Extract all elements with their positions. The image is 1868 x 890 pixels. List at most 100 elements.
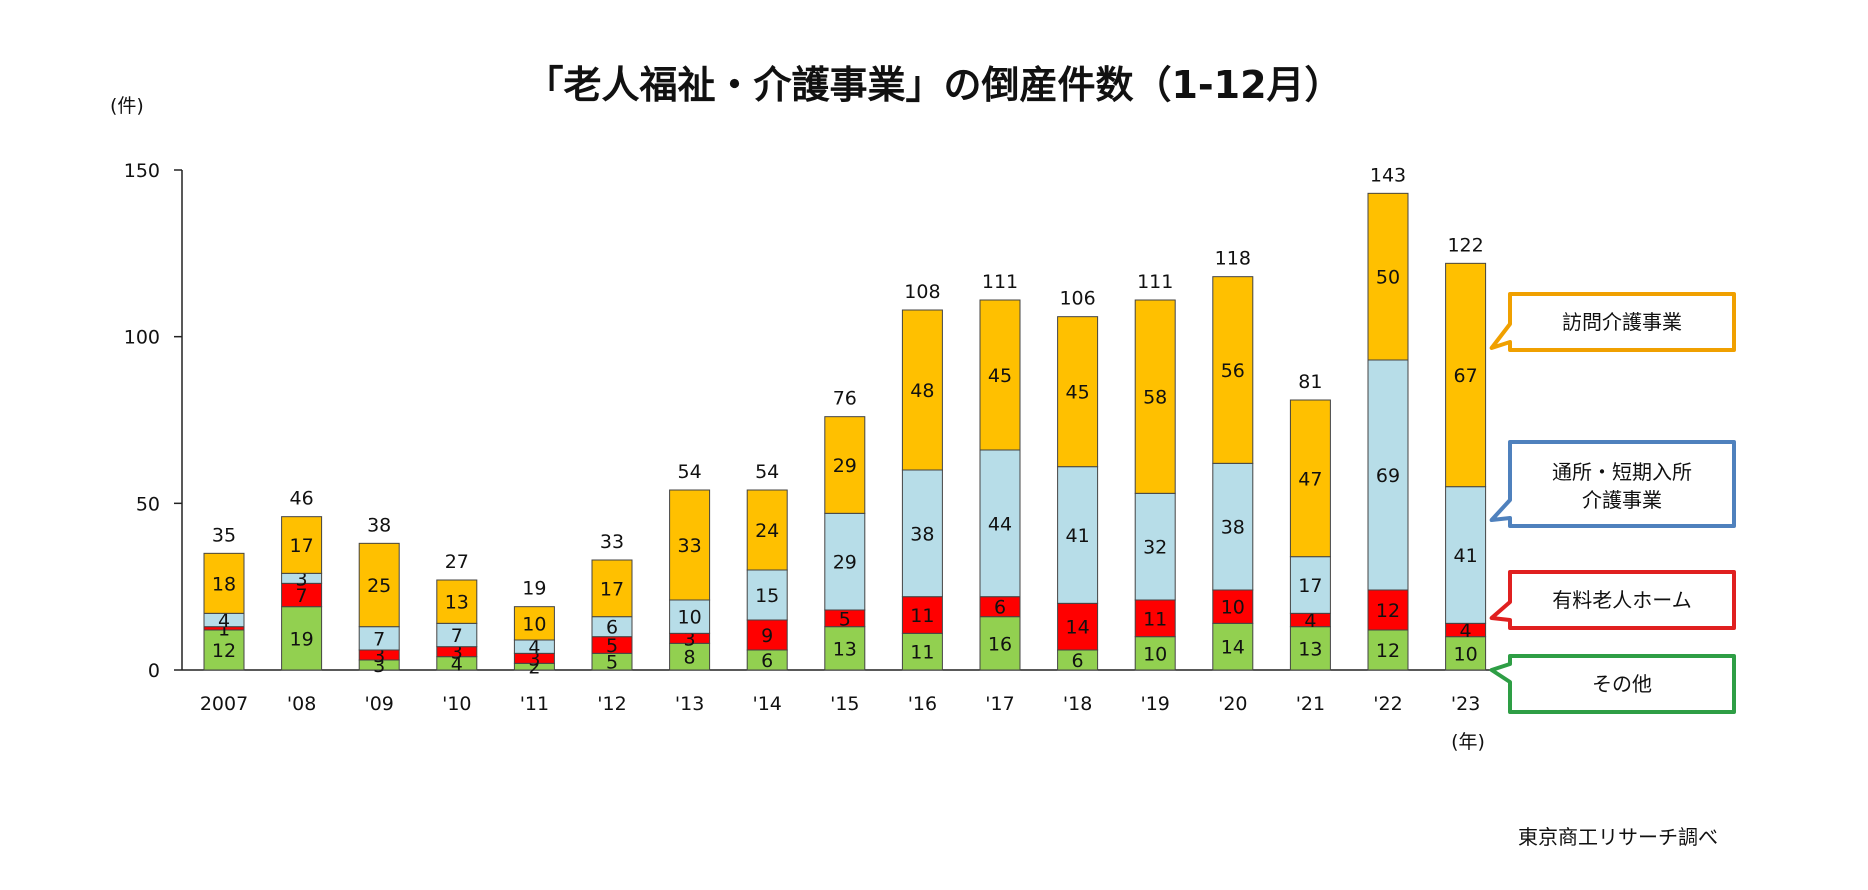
bar-segment xyxy=(1367,629,1409,671)
data-label: 44 xyxy=(988,513,1012,535)
data-label: 15 xyxy=(755,585,779,607)
bar-group: 6 14 41 45 106 '18 xyxy=(1057,288,1099,715)
bar-segment xyxy=(513,606,555,641)
chart-title: 「老人福祉・介護事業」の倒産件数（1-12月） xyxy=(525,63,1342,107)
bar-segment xyxy=(1212,622,1254,671)
data-label: 17 xyxy=(600,578,624,600)
bar-group: 14 10 38 56 118 '20 xyxy=(1212,248,1254,715)
bar-segment xyxy=(746,489,788,571)
x-tick-label: '13 xyxy=(675,693,704,715)
data-label: 13 xyxy=(1298,638,1322,660)
x-tick-label: '10 xyxy=(442,693,471,715)
data-label: 7 xyxy=(373,628,385,650)
bar-segment xyxy=(1289,626,1331,671)
x-tick-label: '19 xyxy=(1140,693,1169,715)
data-label: 5 xyxy=(606,652,618,674)
bar-segment xyxy=(1367,359,1409,591)
bar-segment xyxy=(1134,636,1176,671)
bar-segment xyxy=(824,512,866,611)
bar-group: 437 13 27 '10 xyxy=(436,551,478,715)
total-label: 54 xyxy=(678,461,702,483)
data-label: 17 xyxy=(290,535,314,557)
data-label: 4 xyxy=(1460,620,1472,642)
data-label: 13 xyxy=(833,638,857,660)
data-label: 13 xyxy=(445,592,469,614)
bar-segment xyxy=(358,542,400,628)
y-tick-label: 0 xyxy=(148,660,160,682)
x-tick-label: '20 xyxy=(1218,693,1247,715)
x-tick-label: '23 xyxy=(1451,693,1480,715)
legend-label: 訪問介護事業 xyxy=(1562,310,1682,334)
data-label: 50 xyxy=(1376,267,1400,289)
x-axis-unit: (年) xyxy=(1451,731,1485,753)
data-label: 14 xyxy=(1221,637,1245,659)
bar-segment xyxy=(901,596,943,634)
data-label: 3 xyxy=(451,642,463,664)
data-label: 32 xyxy=(1143,537,1167,559)
legend-label-line1: 通所・短期入所 xyxy=(1552,460,1692,484)
data-label: 45 xyxy=(988,365,1012,387)
bar-segment xyxy=(203,552,245,614)
legend-callout xyxy=(1489,654,1736,714)
legend-label: 有料老人ホーム xyxy=(1552,588,1691,612)
data-label: 24 xyxy=(755,520,779,542)
bar-segment xyxy=(669,489,711,601)
total-label: 19 xyxy=(522,578,546,600)
bar-segment xyxy=(1134,599,1176,638)
bar-segment xyxy=(1057,602,1099,651)
legend-callout xyxy=(1489,292,1736,352)
data-label: 16 xyxy=(988,633,1012,655)
legend-label-line2: 介護事業 xyxy=(1582,488,1662,512)
bar-segment xyxy=(591,559,633,618)
x-tick-label: '15 xyxy=(830,693,859,715)
bar-segment xyxy=(979,616,1021,671)
bar-segment xyxy=(281,516,323,574)
bar-segment xyxy=(746,569,788,621)
data-label: 69 xyxy=(1376,465,1400,487)
total-label: 35 xyxy=(212,524,236,546)
data-label: 4 xyxy=(218,610,230,632)
data-label: 7 xyxy=(451,625,463,647)
data-label: 10 xyxy=(678,607,702,629)
total-label: 46 xyxy=(290,488,314,510)
bar-segment xyxy=(1367,589,1409,631)
bar-segment xyxy=(436,579,478,624)
data-label: 7 xyxy=(296,585,308,607)
data-label: 41 xyxy=(1454,545,1478,567)
data-label: 38 xyxy=(910,523,934,545)
data-label: 5 xyxy=(839,608,851,630)
bar-segment xyxy=(901,309,943,471)
bar-segment xyxy=(1445,262,1487,488)
y-tick-label: 100 xyxy=(124,327,160,349)
legend-callout xyxy=(1489,440,1736,528)
bar-segment xyxy=(1367,192,1409,361)
data-label: 8 xyxy=(684,647,696,669)
data-label: 10 xyxy=(1143,643,1167,665)
data-label: 33 xyxy=(678,535,702,557)
bar-segment xyxy=(669,599,711,634)
data-label: 10 xyxy=(522,613,546,635)
bar-segment xyxy=(1134,299,1176,494)
legend-label: その他 xyxy=(1592,672,1652,696)
bar-group: 6 9 15 24 54 '14 xyxy=(746,461,788,715)
x-tick-label: '09 xyxy=(364,693,393,715)
data-label: 38 xyxy=(1221,517,1245,539)
x-tick-label: '18 xyxy=(1063,693,1092,715)
bar-group: 13 4 17 47 81 '21 xyxy=(1289,371,1331,715)
y-axis-unit: (件) xyxy=(110,95,144,117)
bar-segment xyxy=(1445,486,1487,624)
data-label: 12 xyxy=(1376,640,1400,662)
data-label: 5 xyxy=(606,635,618,657)
bar-segment xyxy=(1134,492,1176,601)
x-tick-label: '12 xyxy=(597,693,626,715)
total-label: 76 xyxy=(833,388,857,410)
data-label: 48 xyxy=(910,380,934,402)
data-label: 29 xyxy=(833,455,857,477)
source-note: 東京商工リサーチ調べ xyxy=(1518,825,1718,849)
bar-segment xyxy=(901,469,943,598)
data-label: 11 xyxy=(910,605,934,627)
bar-segment xyxy=(281,606,323,671)
